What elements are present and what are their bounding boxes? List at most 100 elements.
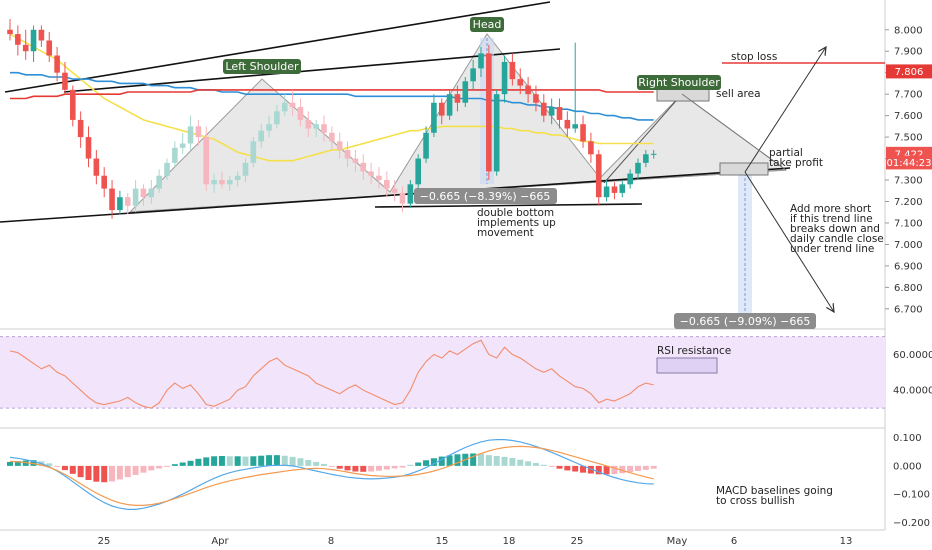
candle[interactable] [203,126,210,191]
rsi-resistance-box[interactable] [656,357,718,374]
candle[interactable] [321,115,327,142]
candle[interactable] [329,126,335,150]
candle[interactable] [572,42,578,133]
candle[interactable] [117,190,123,215]
candle[interactable] [368,162,374,185]
candle[interactable] [219,171,225,189]
macd-histogram-bar [485,455,492,466]
candle[interactable] [132,180,139,213]
candle[interactable] [399,186,406,213]
candle-body [148,188,155,198]
candle[interactable] [85,126,92,168]
candle[interactable] [30,25,37,62]
add-short-line-1: Add more short [790,203,871,215]
candle[interactable] [478,46,484,77]
candle[interactable] [242,158,249,183]
candle[interactable] [187,115,194,150]
candle[interactable] [109,180,115,219]
candle[interactable] [172,141,178,168]
candle[interactable] [289,89,296,116]
candle[interactable] [619,180,626,198]
candle[interactable] [22,29,29,60]
candle[interactable] [603,180,610,202]
candle[interactable] [62,61,68,95]
rsi-resistance-text: RSI resistance [657,345,731,357]
candle[interactable] [156,169,162,193]
candle[interactable] [179,132,186,155]
candle[interactable] [266,115,272,138]
candle[interactable] [344,141,351,168]
candle[interactable] [509,53,516,86]
candle[interactable] [470,59,476,90]
candle[interactable] [462,76,469,108]
candle[interactable] [431,94,437,138]
candle[interactable] [611,182,618,200]
candle[interactable] [517,68,524,95]
candle[interactable] [423,126,429,163]
candle[interactable] [541,94,547,123]
candle[interactable] [124,192,131,215]
candle[interactable] [454,85,461,112]
candle[interactable] [438,98,445,125]
stop-loss-text: stop loss [731,51,777,63]
candle[interactable] [501,55,508,103]
candle[interactable] [305,111,312,138]
candle[interactable] [234,171,241,187]
candle[interactable] [281,94,288,116]
candle[interactable] [274,104,280,129]
candle[interactable] [258,124,264,148]
candle[interactable] [564,111,571,138]
candle[interactable] [415,154,421,189]
candle-body [211,180,217,185]
candle[interactable] [525,76,531,103]
candle[interactable] [407,180,414,208]
candle[interactable] [360,154,367,181]
candle[interactable] [250,137,257,168]
candle[interactable] [336,132,343,159]
macd-histogram-bar [305,459,312,466]
candle[interactable] [101,167,107,198]
candle[interactable] [627,169,633,189]
candle[interactable] [556,98,563,129]
candle[interactable] [580,115,586,148]
candle[interactable] [297,98,304,127]
candle[interactable] [493,89,500,176]
candle[interactable] [46,31,53,62]
candle[interactable] [588,132,594,163]
macd-histogram-bar [226,456,233,466]
candle[interactable] [77,111,84,148]
candle[interactable] [54,46,60,82]
candle[interactable] [446,89,453,120]
candle[interactable] [384,171,390,198]
candle[interactable] [352,149,359,172]
candle[interactable] [548,98,555,125]
candle[interactable] [376,167,382,189]
candle[interactable] [313,119,319,138]
price-tick-label: 6.900 [894,261,923,272]
macd-histogram-bar [297,458,304,466]
candle[interactable] [227,175,233,191]
candle[interactable] [533,85,539,112]
candle[interactable] [195,119,202,146]
candle[interactable] [93,149,100,185]
add-short-line-3: breaks down and [790,223,880,235]
candle[interactable] [391,180,398,202]
macd-histogram-bar [242,456,249,466]
candle[interactable] [70,85,76,127]
candle[interactable] [486,44,492,181]
candle[interactable] [650,149,657,159]
candle[interactable] [635,158,641,181]
macd-histogram-bar [179,462,186,466]
candle[interactable] [38,25,45,47]
candle[interactable] [7,19,13,41]
candle[interactable] [15,25,21,56]
candle[interactable] [148,180,155,204]
candle-body [462,81,469,103]
candle[interactable] [211,173,217,193]
candle[interactable] [140,184,147,206]
candle[interactable] [164,158,170,181]
partial-profit-box[interactable] [719,162,769,176]
candle[interactable] [643,149,649,168]
candle[interactable] [595,149,602,206]
